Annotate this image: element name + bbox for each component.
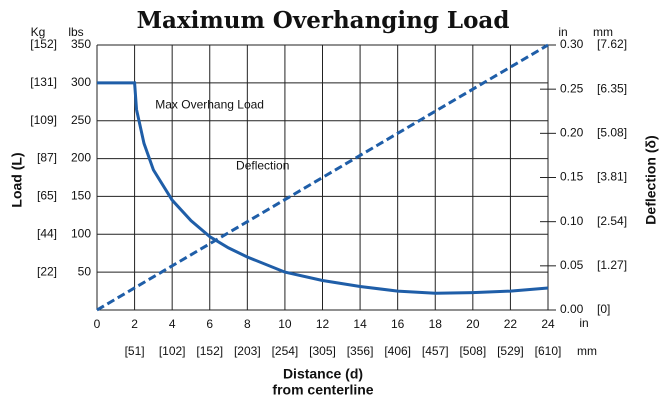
- annotation: Deflection: [236, 158, 289, 172]
- y2-tick-label: 0.30: [560, 37, 584, 51]
- y2-tick-alt-label: [1.27]: [597, 258, 627, 272]
- y-tick-alt-label: [109]: [30, 113, 57, 127]
- y-tick-alt-label: [87]: [37, 151, 57, 165]
- x-tick-alt-label: [610]: [535, 344, 562, 358]
- y2-unit-bottom: in: [579, 316, 588, 330]
- y-tick-label: 300: [71, 75, 91, 89]
- y-unit-alt: Kg: [31, 25, 46, 39]
- x-tick-label: 24: [541, 317, 555, 331]
- x-axis-subtitle: from centerline: [272, 382, 373, 398]
- y-tick-label: 250: [71, 113, 91, 127]
- x-tick-label: 10: [278, 317, 292, 331]
- x-tick-alt-label: [457]: [422, 344, 449, 358]
- y-tick-label: 100: [71, 226, 91, 240]
- y-tick-alt-label: [44]: [37, 226, 57, 240]
- y2-tick-alt-label: [6.35]: [597, 81, 627, 95]
- y2-tick-label: 0.20: [560, 126, 584, 140]
- x-tick-label: 8: [244, 317, 251, 331]
- y2-tick-label: 0.10: [560, 214, 584, 228]
- data-line: [97, 81, 549, 295]
- y-unit: lbs: [68, 25, 83, 39]
- y-tick-alt-label: [131]: [30, 75, 57, 89]
- x-axis-title: Distance (d): [283, 366, 363, 382]
- x-tick-label: 6: [206, 317, 213, 331]
- y-tick-alt-label: [22]: [37, 264, 57, 278]
- y2-tick-label: 0.25: [560, 81, 584, 95]
- y-axis-title: Load (L): [9, 152, 25, 207]
- y-tick-label: 350: [71, 37, 91, 51]
- y2-unit: in: [558, 25, 567, 39]
- x-tick-label: 0: [94, 317, 101, 331]
- x-tick-alt-label: [406]: [384, 344, 411, 358]
- x-tick-alt-label: [102]: [159, 344, 186, 358]
- x-tick-label: 14: [353, 317, 367, 331]
- y2-tick-alt-label: [3.81]: [597, 170, 627, 184]
- x-tick-alt-label: [305]: [309, 344, 336, 358]
- x-tick-label: 22: [504, 317, 518, 331]
- y2-tick-label: 0.15: [560, 170, 584, 184]
- y2-axis-title: Deflection (δ): [643, 135, 659, 224]
- y-tick-label: 50: [78, 264, 92, 278]
- x-tick-label: 12: [316, 317, 330, 331]
- y2-tick-alt-label: [7.62]: [597, 37, 627, 51]
- x-tick-alt-label: [356]: [347, 344, 374, 358]
- x-tick-label: 18: [429, 317, 443, 331]
- y2-tick-label: 0.00: [560, 302, 584, 316]
- y2-tick-alt-label: [5.08]: [597, 126, 627, 140]
- chart-title: Maximum Overhanging Load: [137, 7, 510, 34]
- x-unit-alt: mm: [577, 344, 597, 358]
- y-tick-label: 150: [71, 189, 91, 203]
- x-tick-label: 16: [391, 317, 405, 331]
- y-tick-alt-label: [65]: [37, 189, 57, 203]
- y2-tick-label: 0.05: [560, 258, 584, 272]
- y-tick-label: 200: [71, 151, 91, 165]
- x-tick-alt-label: [529]: [497, 344, 524, 358]
- data-line: [96, 43, 549, 312]
- y2-unit-alt: mm: [593, 25, 613, 39]
- x-tick-alt-label: [254]: [272, 344, 299, 358]
- x-tick-label: 4: [169, 317, 176, 331]
- annotation: Max Overhang Load: [155, 98, 264, 112]
- x-tick-label: 20: [466, 317, 480, 331]
- x-tick-alt-label: [51]: [125, 344, 145, 358]
- y2-tick-alt-label: [0]: [597, 302, 610, 316]
- x-tick-alt-label: [203]: [234, 344, 261, 358]
- y2-tick-alt-label: [2.54]: [597, 214, 627, 228]
- y-tick-alt-label: [152]: [30, 37, 57, 51]
- x-tick-alt-label: [508]: [459, 344, 486, 358]
- x-tick-alt-label: [152]: [196, 344, 223, 358]
- x-tick-label: 2: [131, 317, 138, 331]
